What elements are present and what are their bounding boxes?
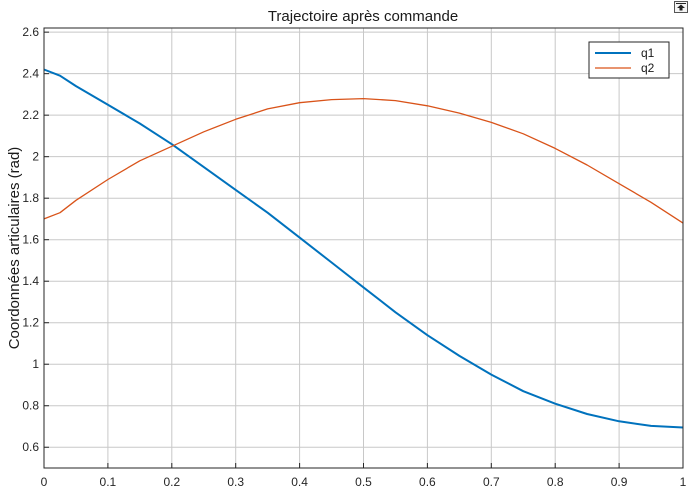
chart-title: Trajectoire après commande [268, 8, 458, 25]
y-axis-label: Coordonnées articulaires (rad) [6, 147, 23, 350]
y-tick-label: 0.6 [22, 440, 39, 454]
y-tick-label: 1 [32, 357, 39, 371]
series-line-q2 [43, 97, 684, 224]
x-tick-label: 0.9 [611, 475, 628, 489]
grid [43, 28, 684, 468]
tick-labels: 0 0.1 0.2 0.3 0.4 0.5 0.6 0.7 0.8 0.9 1 0.6 0.8 1 1.2 1… [22, 25, 686, 489]
y-tick-label: 1.6 [22, 233, 39, 247]
x-tick-label: 0.3 [227, 475, 244, 489]
x-tick-label: 0.6 [419, 475, 436, 489]
export-arrow-icon [676, 3, 686, 11]
y-tick-label: 1.4 [22, 274, 39, 288]
x-tick-label: 0.4 [291, 475, 308, 489]
x-tick-label: 0.2 [163, 475, 180, 489]
x-tick-label: 0.7 [483, 475, 500, 489]
legend-box [588, 41, 670, 79]
y-tick-label: 2.2 [22, 108, 39, 122]
x-tick-label: 0 [41, 475, 48, 489]
y-tick-label: 2 [32, 150, 39, 164]
y-tick-label: 1.8 [22, 191, 39, 205]
export-button[interactable] [674, 1, 688, 13]
x-tick-label: 0.1 [100, 475, 117, 489]
legend-label-q2: q2 [641, 61, 655, 75]
x-tick-label: 1 [680, 475, 687, 489]
series-line-q1 [43, 68, 684, 429]
series-lines [43, 68, 684, 429]
x-tick-label: 0.5 [355, 475, 372, 489]
x-tick-label: 0.8 [547, 475, 564, 489]
y-tick-label: 0.8 [22, 399, 39, 413]
y-tick-label: 2.6 [22, 25, 39, 39]
y-tick-label: 2.4 [22, 67, 39, 81]
legend-label-q1: q1 [641, 46, 655, 60]
y-tick-label: 1.2 [22, 316, 39, 330]
